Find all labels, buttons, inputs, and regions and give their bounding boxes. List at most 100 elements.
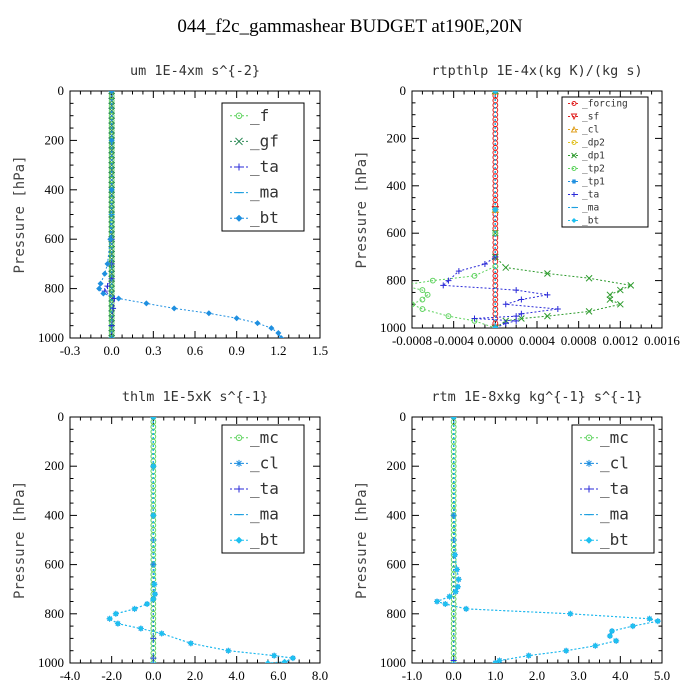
y-tick-label: 800 (387, 606, 407, 621)
data-point (108, 225, 116, 233)
data-point (544, 270, 551, 277)
legend: _mc _cl _ta _ma _bt (221, 424, 305, 554)
data-point (108, 250, 116, 258)
data-point (171, 305, 178, 312)
data-point (471, 272, 478, 279)
data-point (585, 308, 593, 315)
data-point (112, 610, 119, 617)
series-group (96, 91, 285, 338)
legend-label: _gf (250, 131, 279, 150)
y-tick-label: 0 (58, 409, 65, 424)
data-point (429, 277, 436, 284)
x-tick-label: -2.0 (101, 668, 122, 683)
data-point (108, 127, 116, 134)
data-point (151, 581, 158, 588)
y-tick-label: 600 (387, 557, 407, 572)
data-point (440, 282, 447, 289)
data-point (450, 512, 457, 519)
data-point (143, 300, 150, 307)
data-point (502, 320, 509, 327)
y-tick-label: 1000 (380, 655, 406, 670)
data-point (646, 615, 653, 622)
legend: _forcing _sf _cl _dp2 _dp1 _tp2 _tp1 _ta _ma _bt (561, 96, 649, 228)
data-point (108, 206, 116, 213)
x-tick-label: 0.3 (145, 343, 161, 358)
data-point (513, 287, 520, 294)
legend-label: _dp1 (582, 151, 605, 162)
data-point (434, 598, 440, 605)
panel-title: rtm 1E-8xkg kg^{-1} s^{-1} (431, 389, 642, 405)
y-axis-label: Pressure [hPa] (354, 150, 370, 268)
legend-label: _ma (600, 505, 629, 524)
data-point (455, 576, 462, 583)
data-point (452, 588, 459, 595)
x-tick-label: 4.0 (612, 668, 628, 683)
data-point (492, 206, 499, 213)
figure-title: 044_f2c_gammashear BUDGET at190E,20N (177, 16, 523, 37)
data-point (254, 320, 261, 327)
legend-label: _tp1 (582, 177, 605, 188)
legend: _f _gf _ta _ma _bt (221, 102, 305, 232)
data-point (446, 593, 453, 600)
y-axis-label: Pressure [hPa] (354, 481, 370, 599)
y-tick-label: 200 (387, 130, 407, 145)
x-tick-label: 0.0 (145, 668, 161, 683)
y-tick-label: 400 (45, 182, 65, 197)
x-tick-label: 8.0 (312, 668, 328, 683)
y-tick-label: 200 (45, 132, 65, 147)
legend-label: _bt (600, 530, 629, 549)
data-point (424, 291, 431, 298)
data-point (150, 561, 157, 568)
data-point (654, 618, 661, 625)
data-point (289, 655, 296, 662)
data-point (235, 485, 243, 493)
data-point (108, 309, 116, 317)
data-point (419, 287, 426, 293)
data-point (609, 628, 615, 635)
y-tick-label: 800 (45, 606, 65, 621)
data-point (271, 652, 278, 659)
data-point (150, 512, 157, 519)
data-point (513, 317, 520, 324)
chart-panel: thlm 1E-5xK s^{-1} Pressure [hPa] 0 200 400 6… (12, 389, 328, 683)
x-tick-label: -4.0 (60, 668, 81, 683)
data-point (606, 296, 614, 303)
x-tick-label: -1.0 (402, 668, 423, 683)
legend: _mc _cl _ta _ma _bt (571, 424, 655, 554)
data-point (518, 296, 525, 303)
x-tick-label: 4.0 (229, 668, 245, 683)
y-tick-label: 800 (387, 273, 407, 288)
data-point (450, 417, 457, 420)
data-point (150, 417, 157, 420)
data-point (235, 536, 243, 544)
series-group (106, 417, 296, 663)
data-point (570, 113, 578, 121)
y-tick-label: 0 (58, 83, 65, 98)
legend-label: _bt (250, 208, 279, 227)
data-point (616, 286, 624, 294)
legend-box (561, 96, 649, 228)
series-group (434, 417, 661, 663)
data-point (150, 596, 157, 603)
series-line (442, 91, 558, 328)
y-tick-label: 600 (387, 225, 407, 240)
legend-label: _ta (600, 479, 629, 498)
data-point (104, 283, 111, 290)
data-point (571, 101, 577, 106)
panel-title: rtpthlp 1E-4x(kg K)/(kg s) (431, 63, 642, 79)
data-point (278, 335, 285, 338)
data-point (567, 610, 574, 617)
legend-label: _dp2 (582, 138, 605, 149)
legend-label: _ta (250, 157, 279, 176)
data-point (616, 300, 624, 308)
data-point (585, 459, 593, 467)
data-point (525, 652, 532, 659)
data-point (445, 277, 452, 284)
data-point (115, 295, 122, 302)
data-point (606, 632, 613, 639)
data-point (225, 647, 232, 654)
data-point (108, 166, 116, 174)
legend-label: _ta (582, 190, 599, 201)
legend-label: _cl (600, 453, 629, 472)
